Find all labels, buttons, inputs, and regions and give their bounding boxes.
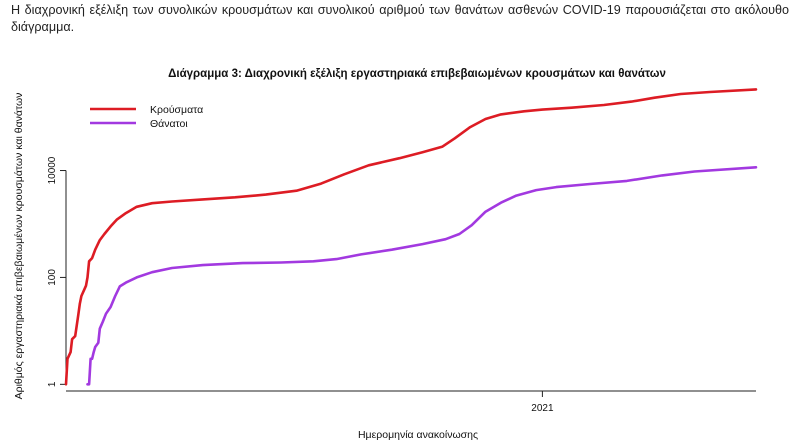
x-axis-label: Ημερομηνία ανακοίνωσης	[358, 429, 478, 441]
x-tick-label: 2021	[531, 403, 554, 414]
intro-paragraph: Η διαχρονική εξέλιξη των συνολικών κρουσ…	[11, 3, 789, 34]
axes: 1 100 10000 2021	[47, 156, 756, 414]
legend: Κρούσματα Θάνατοι	[90, 104, 203, 130]
series-line-1	[86, 166, 758, 386]
y-tick-label: 100	[47, 269, 58, 286]
series-line-0	[64, 88, 758, 386]
y-tick-label: 1	[47, 381, 58, 387]
y-axis-label: Αριθμός εργαστηριακά επιβεβαιωμένων κρου…	[13, 93, 25, 400]
series-lines	[64, 88, 758, 386]
chart-title: Διάγραμμα 3: Διαχρονική εξέλιξη εργαστηρ…	[168, 68, 666, 80]
y-tick-label: 10000	[47, 156, 58, 184]
legend-label-0: Κρούσματα	[150, 104, 203, 116]
legend-label-1: Θάνατοι	[150, 118, 188, 130]
